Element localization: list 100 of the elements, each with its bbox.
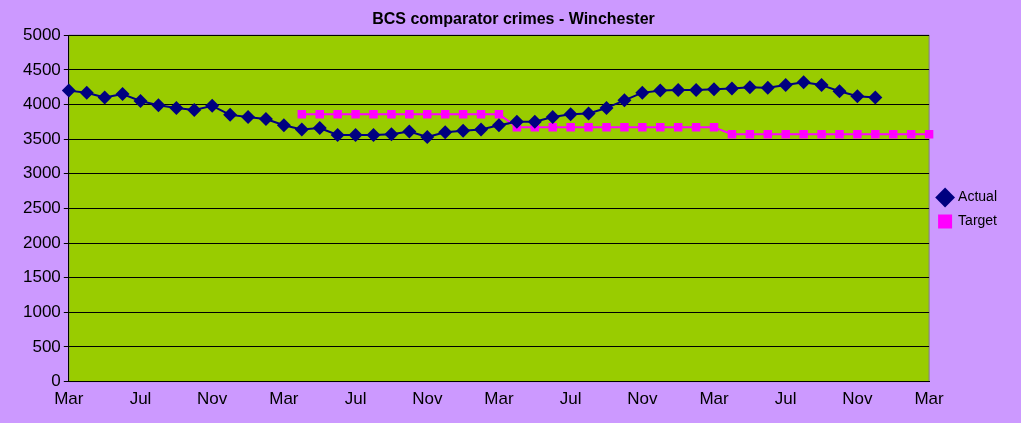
point xyxy=(258,112,273,127)
y-tick-label: 500 xyxy=(32,336,61,356)
point xyxy=(312,121,327,136)
point xyxy=(548,123,557,132)
legend-label: Target xyxy=(958,212,998,229)
x-tick-label: Mar xyxy=(269,389,299,409)
point xyxy=(133,94,148,109)
point xyxy=(724,81,739,96)
point xyxy=(620,123,629,132)
point xyxy=(673,123,683,132)
point xyxy=(423,109,432,119)
point xyxy=(187,103,202,118)
point xyxy=(602,123,611,132)
point xyxy=(369,109,378,119)
point xyxy=(745,130,755,139)
point xyxy=(420,130,435,145)
point xyxy=(509,114,524,129)
point xyxy=(61,83,76,98)
point xyxy=(545,109,560,124)
x-tick-label: Mar xyxy=(914,389,945,409)
point xyxy=(169,100,184,115)
point xyxy=(151,98,166,113)
x-tick-label: Jul xyxy=(129,389,152,409)
y-tick-label: 5000 xyxy=(22,24,61,44)
point xyxy=(671,82,686,97)
point xyxy=(241,109,256,124)
point xyxy=(781,130,790,139)
point xyxy=(97,90,112,105)
point xyxy=(315,109,324,119)
point xyxy=(566,123,575,132)
point xyxy=(617,93,632,108)
point xyxy=(402,124,417,139)
x-tick-label: Nov xyxy=(627,389,658,409)
point xyxy=(656,123,665,132)
point xyxy=(635,85,650,100)
point xyxy=(527,114,542,129)
point xyxy=(474,122,489,137)
x-tick-label: Mar xyxy=(54,389,84,409)
y-tick-label: 1000 xyxy=(22,302,61,322)
point xyxy=(707,82,722,97)
point xyxy=(581,106,596,121)
point xyxy=(205,98,220,113)
point xyxy=(387,109,396,119)
point xyxy=(889,130,898,139)
point xyxy=(760,80,775,95)
chart-title: BCS comparator crimes - Winchester xyxy=(372,10,655,28)
x-tick-label: Jul xyxy=(774,389,797,409)
point xyxy=(689,82,704,97)
y-tick-label: 3000 xyxy=(22,163,61,183)
point xyxy=(742,80,757,95)
point xyxy=(405,109,414,119)
point xyxy=(223,107,238,122)
point xyxy=(351,109,360,119)
point xyxy=(79,85,94,100)
point xyxy=(853,130,862,139)
point xyxy=(868,90,883,105)
point xyxy=(727,130,737,139)
y-tick-label: 0 xyxy=(51,371,61,391)
y-tick-label: 3500 xyxy=(22,128,61,148)
point xyxy=(832,84,847,99)
point xyxy=(796,75,811,90)
point xyxy=(924,130,934,139)
point xyxy=(906,130,916,139)
point xyxy=(333,109,342,119)
point xyxy=(456,123,471,138)
point xyxy=(115,87,130,102)
point xyxy=(384,127,399,142)
x-tick-label: Jul xyxy=(559,389,582,409)
point xyxy=(294,122,309,137)
point xyxy=(814,78,829,93)
y-tick-label: 4000 xyxy=(22,94,61,114)
y-tick-label: 2500 xyxy=(22,198,61,218)
point xyxy=(653,83,668,98)
point xyxy=(276,118,291,133)
x-tick-label: Nov xyxy=(197,389,228,409)
point xyxy=(366,127,381,142)
point xyxy=(850,89,865,104)
point xyxy=(438,125,453,140)
x-tick-label: Mar xyxy=(484,389,514,409)
point xyxy=(799,130,808,139)
legend-label: Actual xyxy=(958,188,998,205)
y-tick-label: 2000 xyxy=(22,232,61,252)
point xyxy=(871,130,880,139)
point xyxy=(638,123,647,132)
point xyxy=(817,130,826,139)
point xyxy=(563,107,578,122)
point xyxy=(835,130,844,139)
point xyxy=(778,78,793,93)
point xyxy=(491,118,506,133)
point xyxy=(763,130,773,139)
y-tick-label: 1500 xyxy=(22,267,61,287)
x-tick-label: Jul xyxy=(344,389,367,409)
point xyxy=(330,127,345,142)
y-tick-label: 4500 xyxy=(22,59,61,79)
point xyxy=(584,123,593,132)
x-tick-label: Nov xyxy=(842,389,874,409)
x-tick-label: Mar xyxy=(699,389,729,409)
point xyxy=(691,123,701,132)
x-tick-label: Nov xyxy=(412,389,443,409)
point xyxy=(709,123,719,132)
